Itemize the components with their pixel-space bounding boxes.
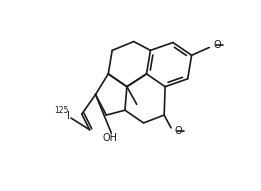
Text: O: O — [175, 126, 182, 136]
Text: OH: OH — [103, 133, 118, 143]
Text: O: O — [213, 40, 221, 50]
Text: 125: 125 — [54, 106, 68, 115]
Text: I: I — [67, 111, 69, 121]
